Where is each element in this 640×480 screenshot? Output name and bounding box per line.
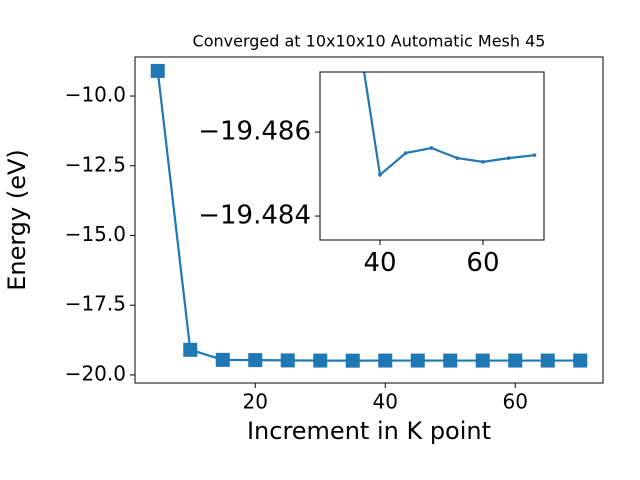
plot-area xyxy=(362,72,537,178)
marker xyxy=(573,353,588,368)
marker xyxy=(410,353,425,368)
marker xyxy=(378,173,382,177)
marker xyxy=(345,353,360,368)
x-tick-label: 40 xyxy=(363,248,396,278)
x-tick-label: 20 xyxy=(243,390,268,414)
marker xyxy=(378,353,393,368)
marker xyxy=(429,146,434,150)
marker xyxy=(313,353,328,368)
y-tick-label: −20.0 xyxy=(65,361,126,385)
marker xyxy=(475,353,490,368)
axes-frame xyxy=(319,71,545,241)
marker xyxy=(506,156,511,160)
marker xyxy=(443,353,458,368)
series-line xyxy=(362,72,535,178)
chart-title: Converged at 10x10x10 Automatic Mesh 45 xyxy=(193,32,546,51)
y-tick-label: −15.0 xyxy=(65,222,126,246)
x-tick-label: 40 xyxy=(373,390,398,414)
inset-background xyxy=(320,72,544,240)
marker xyxy=(150,63,165,78)
x-tick-label: 60 xyxy=(466,248,499,278)
y-tick-label: −10.0 xyxy=(65,83,126,107)
marker xyxy=(248,353,263,368)
y-tick-label: −17.5 xyxy=(65,292,126,316)
y-tick-label: −19.484 xyxy=(198,201,311,231)
y-tick-label: −12.5 xyxy=(65,152,126,176)
marker xyxy=(508,353,523,368)
marker xyxy=(532,153,537,158)
axes-frame xyxy=(134,56,604,384)
marker xyxy=(455,156,460,160)
y-tick-label: −19.486 xyxy=(198,117,311,147)
x-axis-label: Increment in K point xyxy=(247,417,491,445)
x-tick-label: 60 xyxy=(503,390,528,414)
plot-area xyxy=(150,63,588,368)
marker xyxy=(540,353,555,368)
marker xyxy=(280,353,295,368)
marker xyxy=(215,352,230,367)
marker xyxy=(403,151,408,155)
y-axis-label: Energy (eV) xyxy=(3,149,31,291)
marker xyxy=(183,342,198,357)
marker xyxy=(481,160,485,164)
